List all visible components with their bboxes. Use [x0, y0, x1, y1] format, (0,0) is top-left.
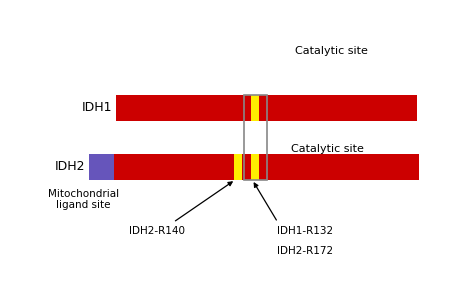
Bar — [89, 154, 114, 180]
Bar — [244, 95, 267, 180]
Text: IDH2: IDH2 — [55, 160, 85, 173]
Bar — [89, 154, 419, 180]
Bar — [235, 154, 242, 180]
Text: IDH2-R140: IDH2-R140 — [128, 226, 184, 236]
Text: Catalytic site: Catalytic site — [291, 144, 364, 154]
Text: Mitochondrial
ligand site: Mitochondrial ligand site — [47, 189, 118, 210]
Bar — [251, 95, 259, 121]
Text: IDH1: IDH1 — [82, 101, 112, 115]
Bar — [251, 154, 259, 180]
Text: IDH1-R132: IDH1-R132 — [277, 226, 333, 236]
Text: Catalytic site: Catalytic site — [295, 47, 367, 57]
Text: IDH2-R172: IDH2-R172 — [277, 246, 333, 256]
Bar — [116, 95, 418, 121]
